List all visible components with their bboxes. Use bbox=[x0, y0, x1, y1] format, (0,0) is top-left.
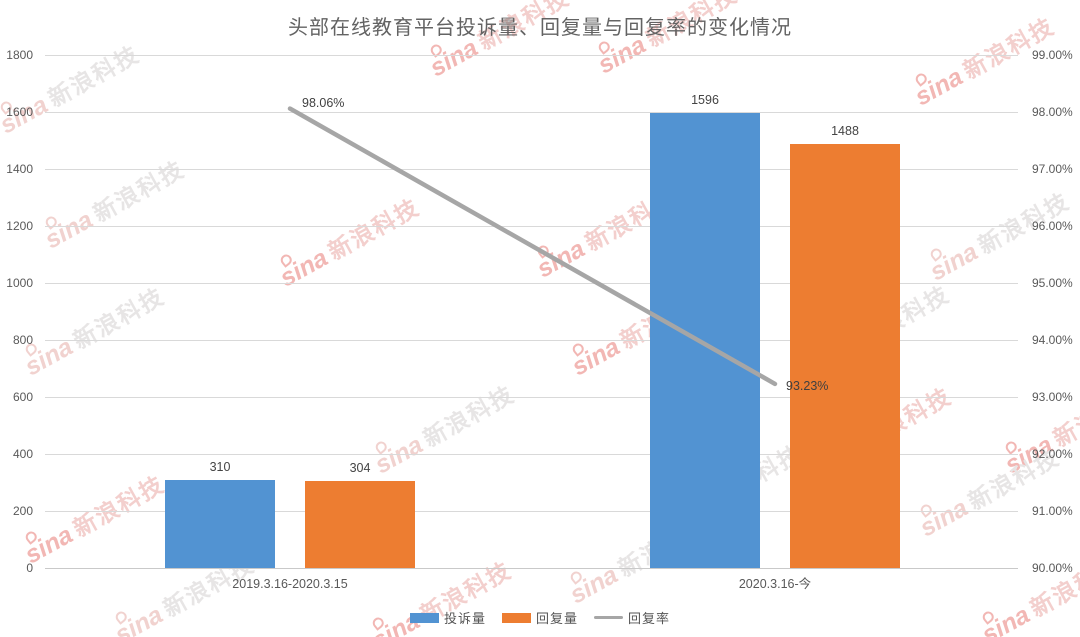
legend-item-回复率: 回复率 bbox=[594, 608, 670, 627]
legend: 投诉量 回复量 回复率 bbox=[0, 608, 1080, 627]
category-label: 2019.3.16-2020.3.15 bbox=[232, 577, 348, 591]
sina-logo: sina bbox=[275, 243, 333, 293]
left-axis-tick: 600 bbox=[12, 390, 33, 404]
left-axis-tick: 0 bbox=[26, 561, 33, 575]
legend-label: 投诉量 bbox=[443, 611, 486, 626]
legend-item-回复量: 回复量 bbox=[501, 608, 578, 627]
right-axis-tick: 99.00% bbox=[1032, 48, 1073, 62]
bar-回复量-0 bbox=[305, 481, 415, 568]
right-axis-tick: 96.00% bbox=[1032, 219, 1073, 233]
line-point-label: 93.23% bbox=[786, 378, 829, 393]
bar-投诉量-1 bbox=[650, 113, 760, 568]
legend-bar-swatch bbox=[409, 612, 439, 623]
right-axis-tick: 93.00% bbox=[1032, 390, 1073, 404]
left-axis-tick: 1400 bbox=[6, 162, 33, 176]
sina-logo: sina bbox=[925, 237, 983, 287]
right-axis-tick: 98.00% bbox=[1032, 105, 1073, 119]
left-axis-tick: 1200 bbox=[6, 219, 33, 233]
legend-label: 回复量 bbox=[535, 611, 578, 626]
gridline bbox=[45, 454, 1018, 455]
category-label: 2020.3.16-今 bbox=[738, 577, 812, 591]
sina-watermark-text: 新浪科技 bbox=[68, 470, 169, 542]
gridline bbox=[45, 55, 1018, 56]
left-axis-tick: 800 bbox=[12, 333, 33, 347]
legend-item-投诉量: 投诉量 bbox=[409, 608, 486, 627]
sina-logo: sina bbox=[910, 62, 968, 112]
gridline bbox=[45, 112, 1018, 113]
sina-logo: sina bbox=[915, 493, 973, 543]
legend-line-swatch bbox=[594, 615, 623, 620]
right-axis-tick: 95.00% bbox=[1032, 276, 1073, 290]
left-axis-tick: 1800 bbox=[6, 48, 33, 62]
sina-watermark-text: 新浪科技 bbox=[418, 380, 519, 452]
sina-logo: sina bbox=[40, 205, 98, 255]
sina-watermark-text: 新浪科技 bbox=[68, 282, 169, 354]
sina-logo: sina bbox=[567, 332, 625, 382]
left-axis-tick: 1000 bbox=[6, 276, 33, 290]
right-axis-tick: 90.00% bbox=[1032, 561, 1073, 575]
gridline bbox=[45, 511, 1018, 512]
right-axis-tick: 91.00% bbox=[1032, 504, 1073, 518]
bar-value-label: 310 bbox=[209, 459, 231, 474]
sina-watermark-text: 新浪科技 bbox=[323, 193, 424, 265]
sina-watermark-text: 新浪科技 bbox=[88, 155, 189, 227]
bar-value-label: 304 bbox=[349, 461, 371, 476]
left-axis-tick: 1600 bbox=[6, 105, 33, 119]
bar-value-label: 1596 bbox=[691, 93, 719, 108]
left-axis-tick: 400 bbox=[12, 447, 33, 461]
gridline bbox=[45, 397, 1018, 398]
sina-logo: sina bbox=[532, 234, 590, 284]
chart-title: 头部在线教育平台投诉量、回复量与回复率的变化情况 bbox=[288, 17, 792, 39]
right-axis-tick: 94.00% bbox=[1032, 333, 1073, 347]
bar-回复量-1 bbox=[790, 143, 900, 568]
bar-投诉量-0 bbox=[165, 479, 275, 568]
legend-bar-swatch bbox=[501, 612, 531, 623]
line-point-label: 98.06% bbox=[302, 95, 345, 110]
legend-label: 回复率 bbox=[628, 611, 671, 626]
sina-logo: sina bbox=[425, 33, 483, 83]
left-axis-tick: 200 bbox=[12, 504, 33, 518]
right-axis-tick: 92.00% bbox=[1032, 447, 1073, 461]
right-axis-tick: 97.00% bbox=[1032, 162, 1073, 176]
sina-logo: sina bbox=[565, 560, 623, 610]
gridline bbox=[45, 568, 1018, 569]
sina-watermark-text: 新浪科技 bbox=[43, 40, 144, 112]
bar-value-label: 1488 bbox=[831, 123, 859, 138]
